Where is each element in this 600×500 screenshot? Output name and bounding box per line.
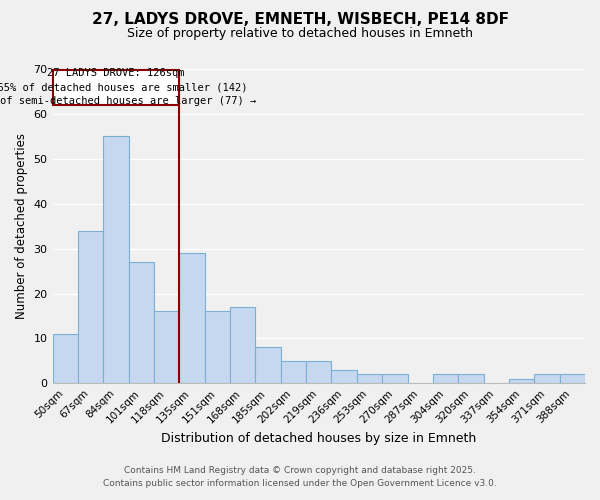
- Bar: [433, 374, 458, 384]
- Text: 27 LADYS DROVE: 126sqm
← 65% of detached houses are smaller (142)
35% of semi-de: 27 LADYS DROVE: 126sqm ← 65% of detached…: [0, 68, 257, 106]
- Bar: [509, 379, 534, 384]
- Bar: [256, 348, 281, 384]
- X-axis label: Distribution of detached houses by size in Emneth: Distribution of detached houses by size …: [161, 432, 476, 445]
- Bar: [281, 361, 306, 384]
- Bar: [382, 374, 407, 384]
- Bar: [560, 374, 585, 384]
- Bar: [128, 262, 154, 384]
- Bar: [78, 230, 103, 384]
- Text: Size of property relative to detached houses in Emneth: Size of property relative to detached ho…: [127, 28, 473, 40]
- Bar: [53, 334, 78, 384]
- Bar: [205, 312, 230, 384]
- Bar: [534, 374, 560, 384]
- Text: 27, LADYS DROVE, EMNETH, WISBECH, PE14 8DF: 27, LADYS DROVE, EMNETH, WISBECH, PE14 8…: [91, 12, 509, 28]
- Bar: [179, 253, 205, 384]
- Text: Contains HM Land Registry data © Crown copyright and database right 2025.
Contai: Contains HM Land Registry data © Crown c…: [103, 466, 497, 487]
- Bar: [306, 361, 331, 384]
- Bar: [103, 136, 128, 384]
- Bar: [154, 312, 179, 384]
- Bar: [357, 374, 382, 384]
- Bar: [230, 307, 256, 384]
- Y-axis label: Number of detached properties: Number of detached properties: [15, 133, 28, 319]
- Bar: [331, 370, 357, 384]
- Bar: [53, 70, 179, 105]
- Bar: [458, 374, 484, 384]
